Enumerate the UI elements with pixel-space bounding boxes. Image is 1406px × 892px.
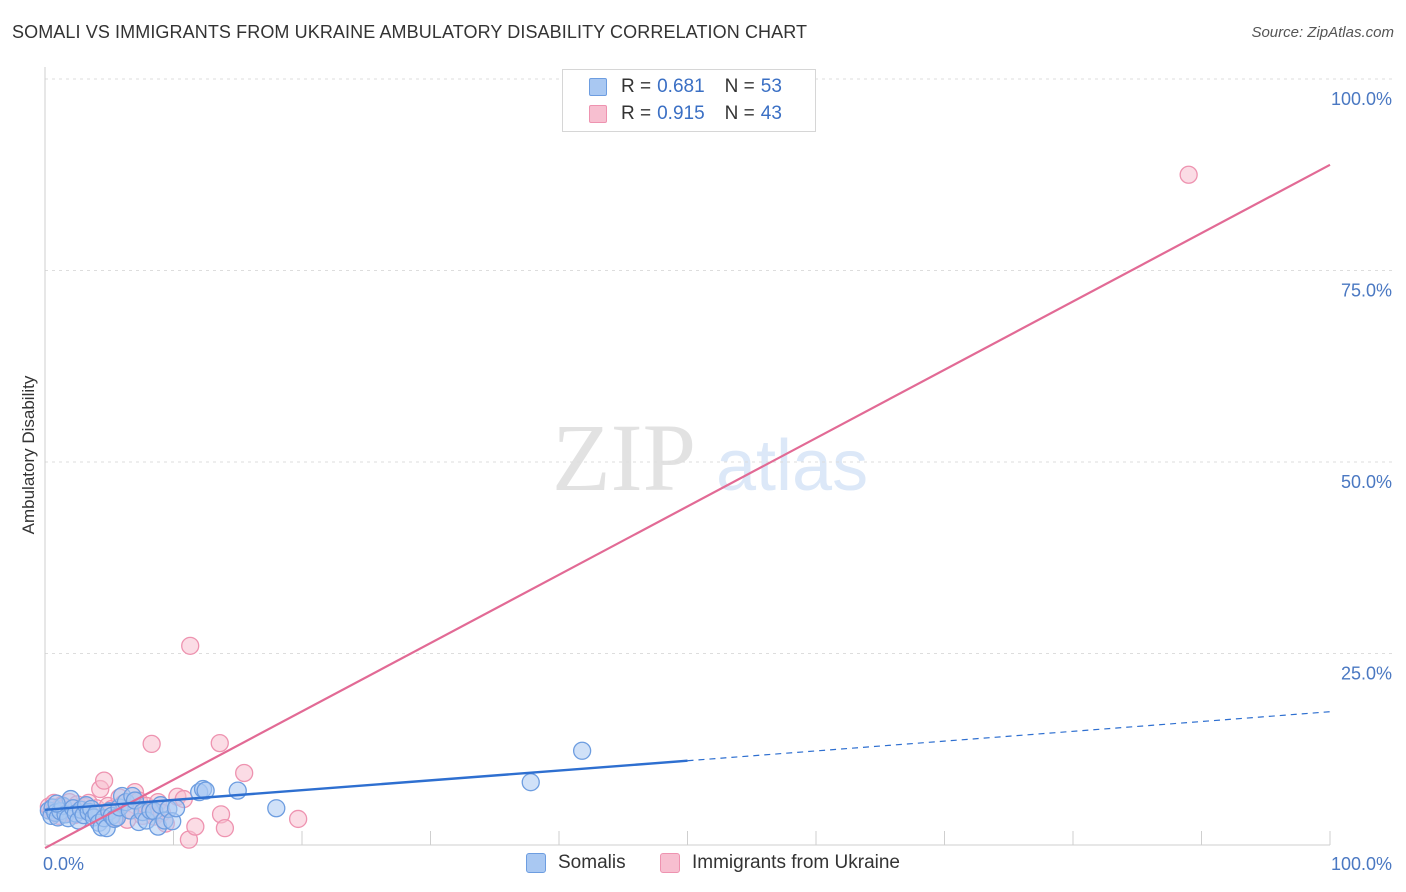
x-tick-label: 0.0% [43, 854, 84, 874]
y-tick-label: 25.0% [1341, 664, 1392, 684]
legend-n-label: N = [724, 76, 755, 97]
legend-r-label: R = [621, 103, 652, 124]
bottom-legend-ukraine[interactable]: Immigrants from Ukraine [660, 852, 900, 874]
somalis-trend-extension [687, 711, 1331, 762]
ukraine-swatch-icon [660, 853, 680, 873]
bottom-legend-ukraine-label: Immigrants from Ukraine [692, 852, 900, 873]
chart-title: SOMALI VS IMMIGRANTS FROM UKRAINE AMBULA… [12, 22, 808, 42]
y-tick-label: 100.0% [1331, 89, 1392, 109]
bottom-legend-somalis[interactable]: Somalis [526, 852, 626, 874]
somalis-trend-line [44, 759, 688, 811]
data-point [166, 799, 186, 818]
data-point [181, 636, 200, 655]
ukraine-swatch-icon [589, 105, 607, 123]
data-point [1179, 165, 1198, 184]
data-point [94, 771, 114, 790]
legend-r-value: 0.915 [657, 103, 705, 124]
tick-labels: 25.0% 50.0% 75.0% 100.0% 0.0% 100.0% [43, 89, 1392, 874]
watermark-atlas: atlas [716, 426, 868, 506]
data-point [521, 773, 540, 792]
ukraine-trend-line [44, 163, 1331, 850]
data-point [186, 817, 205, 836]
bottom-legend: Somalis Immigrants from Ukraine [0, 852, 1406, 878]
data-point [196, 781, 215, 800]
legend-r-label: R = [621, 76, 652, 97]
y-tick-label: 75.0% [1341, 281, 1392, 301]
y-axis-title: Ambulatory Disability [19, 375, 38, 534]
bottom-legend-somalis-label: Somalis [558, 852, 626, 873]
data-point [215, 818, 235, 838]
trend-lines [44, 163, 1331, 850]
axes [44, 67, 1331, 846]
data-point [267, 799, 286, 818]
x-tick-label: 100.0% [1331, 854, 1392, 874]
somalis-swatch-icon [526, 853, 546, 873]
source-label: Source: ZipAtlas.com [1251, 24, 1394, 41]
legend-n-value: 43 [760, 103, 782, 124]
grid-lines [45, 78, 1392, 654]
legend-row-somalis: R = 0.681 N = 53 [589, 74, 782, 100]
legend-n-label: N = [724, 103, 755, 124]
somalis-swatch-icon [589, 78, 607, 96]
legend-row-ukraine: R = 0.915 N = 43 [589, 101, 782, 127]
data-point [235, 763, 254, 783]
legend-r-value: 0.681 [657, 76, 705, 97]
data-point [210, 733, 229, 753]
data-point [142, 734, 161, 754]
watermark-zip: ZIP [552, 404, 696, 511]
y-tick-label: 50.0% [1341, 472, 1392, 492]
legend-n-value: 53 [760, 76, 782, 97]
data-point [288, 809, 308, 829]
data-point [572, 741, 592, 760]
legend: R = 0.681 N = 53 R = 0.915 N = 43 [562, 69, 816, 132]
